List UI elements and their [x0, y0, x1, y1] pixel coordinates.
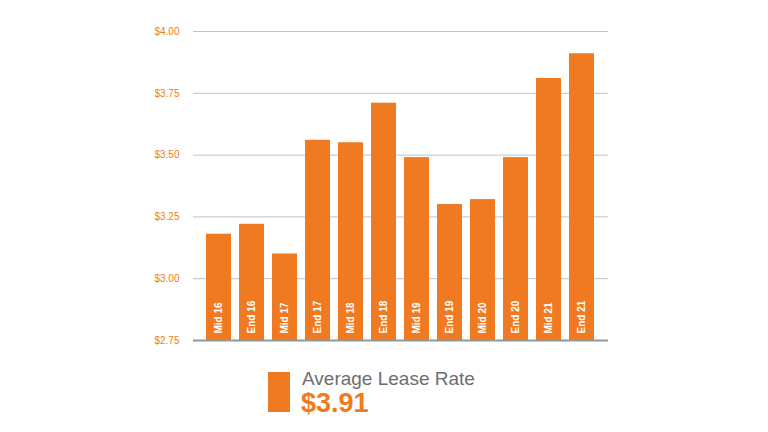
svg-text:$3.00: $3.00: [154, 273, 179, 284]
svg-text:End 19: End 19: [444, 300, 455, 333]
html-text:$3.91: $3.91: [301, 388, 369, 418]
svg-text:$2.75: $2.75: [154, 335, 179, 346]
svg-text:Mid 17: Mid 17: [279, 302, 290, 334]
svg-text:Mid 16: Mid 16: [213, 302, 224, 334]
svg-text:End 17: End 17: [312, 300, 323, 333]
svg-text:$3.75: $3.75: [154, 88, 179, 99]
svg-text:Mid 20: Mid 20: [477, 302, 488, 334]
html-text:Average Lease Rate: Average Lease Rate: [302, 368, 475, 389]
svg-text:End 18: End 18: [378, 300, 389, 333]
svg-text:$3.25: $3.25: [154, 211, 179, 222]
svg-text:$4.00: $4.00: [154, 26, 179, 37]
svg-text:End 20: End 20: [510, 300, 521, 333]
svg-text:End 16: End 16: [246, 300, 257, 333]
svg-text:Mid 21: Mid 21: [543, 302, 554, 334]
svg-text:End 21: End 21: [576, 300, 587, 333]
svg-text:$3.50: $3.50: [154, 149, 179, 160]
svg-text:Mid 18: Mid 18: [345, 302, 356, 334]
svg-text:Mid 19: Mid 19: [411, 302, 422, 334]
